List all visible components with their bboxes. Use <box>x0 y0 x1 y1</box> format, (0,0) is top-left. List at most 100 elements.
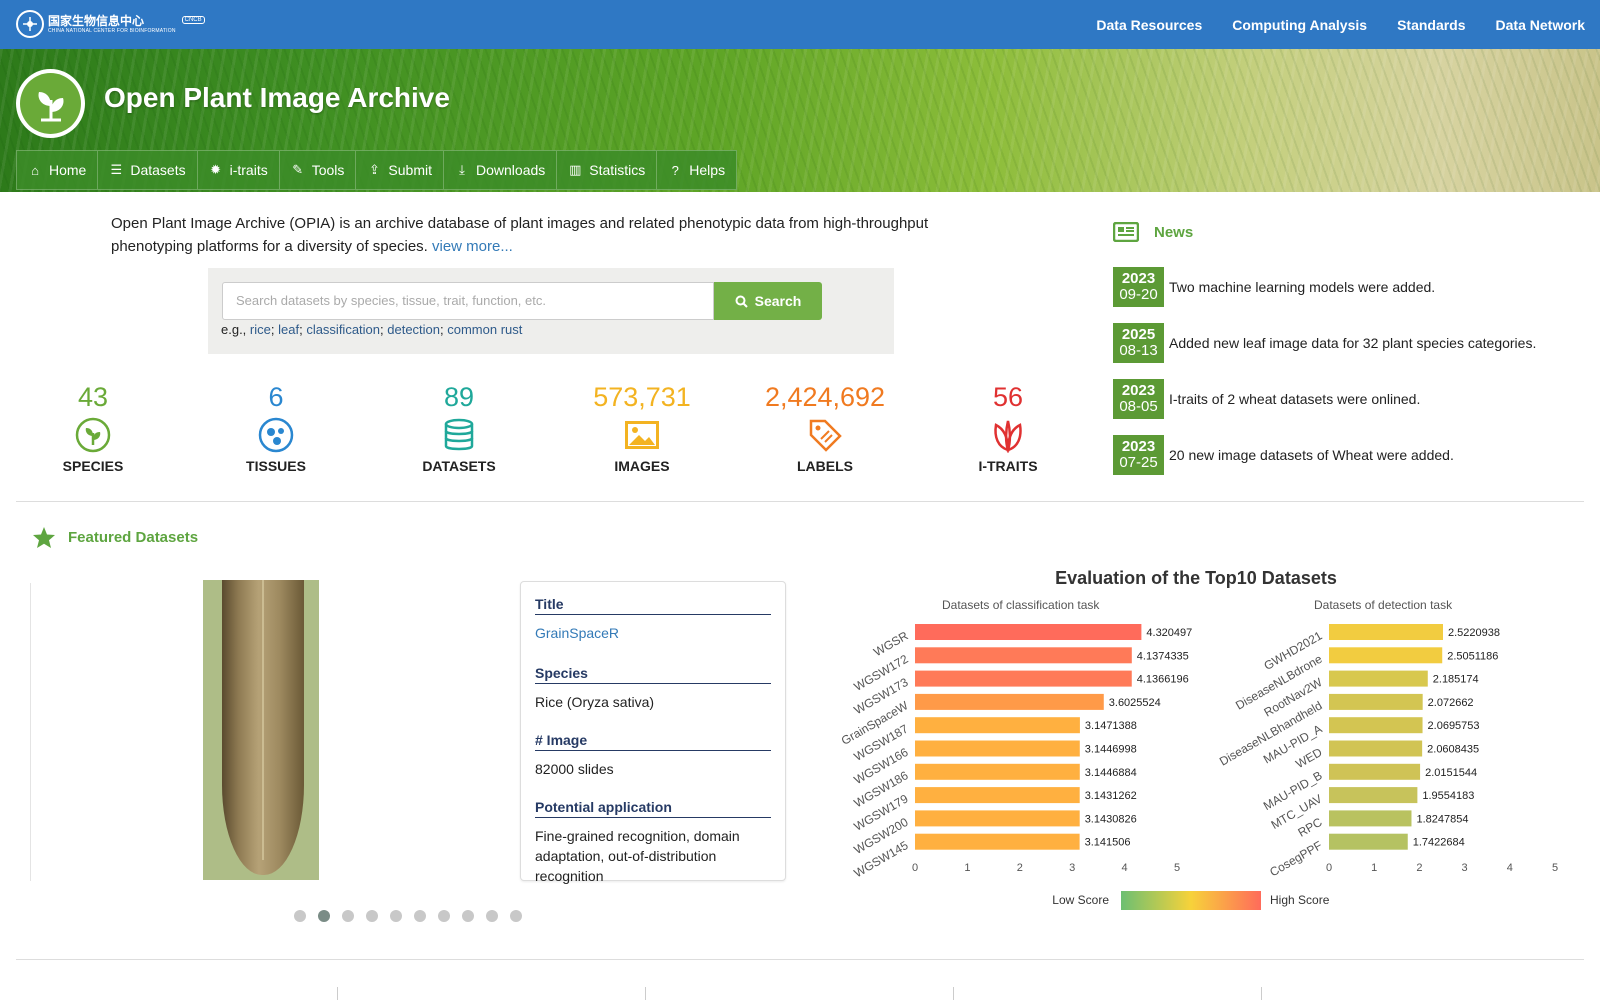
stat-datasets[interactable]: 89 DATASETS <box>389 380 529 474</box>
carousel-dot[interactable] <box>438 910 450 922</box>
classification-bar-value: 3.6025524 <box>1109 697 1161 709</box>
carousel-dot[interactable] <box>414 910 426 922</box>
menu-home[interactable]: ⌂ Home <box>17 151 99 189</box>
example-link[interactable]: leaf <box>278 322 300 337</box>
dataset-card: Title GrainSpaceR Species Rice (Oryza sa… <box>520 581 786 884</box>
stat-value: 56 <box>992 382 1024 412</box>
search-button[interactable]: Search <box>714 282 822 320</box>
menu-downloads[interactable]: ⤓ Downloads <box>444 151 558 189</box>
newspaper-icon <box>1113 222 1139 242</box>
plant-logo-icon <box>38 91 63 121</box>
nav-computing-analysis[interactable]: Computing Analysis <box>1232 16 1368 33</box>
cncb-logo[interactable]: 国家生物信息中心 CHINA NATIONAL CENTER FOR BIOIN… <box>16 10 205 38</box>
detection-bar <box>1329 763 1421 780</box>
menu-submit[interactable]: ⇪ Submit <box>356 151 444 189</box>
search-button-label: Search <box>754 293 802 309</box>
detection-bar <box>1329 670 1428 687</box>
stat-label: LABELS <box>797 458 853 474</box>
seedling-icon <box>75 417 111 453</box>
image-icon <box>625 421 659 449</box>
detection-x-tick: 3 <box>1462 862 1468 874</box>
detection-bar <box>1329 693 1423 710</box>
carousel-dot[interactable] <box>462 910 474 922</box>
classification-bar <box>915 787 1080 804</box>
classification-bar <box>915 740 1080 757</box>
stat-tissues[interactable]: 6 TISSUES <box>206 380 346 474</box>
detection-bar <box>1329 624 1443 640</box>
carousel-dot[interactable] <box>318 910 330 922</box>
news-year: 2023 <box>1121 270 1156 287</box>
menu-tools[interactable]: ✎ Tools <box>280 151 357 189</box>
detection-bar <box>1329 787 1418 804</box>
news-year: 2025 <box>1121 326 1156 343</box>
classification-bar <box>915 810 1080 827</box>
question-icon: ? <box>671 162 679 178</box>
stat-labels[interactable]: 2,424,692 LABELS <box>755 380 895 474</box>
news-item[interactable]: 2023 08-05 I-traits of 2 wheat datasets w… <box>1113 379 1583 419</box>
menu-datasets[interactable]: ☰ Datasets <box>98 151 198 189</box>
carousel-dot[interactable] <box>390 910 402 922</box>
search-icon <box>735 295 748 308</box>
list-icon: ☰ <box>110 162 123 177</box>
classification-bar <box>915 717 1080 734</box>
section-divider <box>16 959 1584 960</box>
examples-prefix: e.g., <box>221 322 247 337</box>
stat-images[interactable]: 573,731 IMAGES <box>572 380 712 474</box>
legend-low: Low Score <box>1052 893 1109 907</box>
stat-label: DATASETS <box>422 458 496 474</box>
news-item[interactable]: 2023 09-20 Two machine learning models we… <box>1113 267 1583 307</box>
classification-bar <box>915 624 1142 640</box>
example-link[interactable]: common rust <box>447 322 523 337</box>
menu-i-traits[interactable]: ✹ i-traits <box>198 151 280 189</box>
detection-category-label: DiseaseNLBdrone <box>1233 652 1325 713</box>
stat-i-traits[interactable]: 56 I-TRAITS <box>938 380 1078 474</box>
logo-subtext: CHINA NATIONAL CENTER FOR BIOINFORMATION <box>48 28 176 34</box>
detection-category-label: DiseaseNLBhandheld <box>1217 698 1325 768</box>
menu-statistics[interactable]: ▥ Statistics <box>557 151 658 189</box>
classification-x-tick: 5 <box>1174 862 1180 874</box>
home-icon: ⌂ <box>31 162 39 178</box>
section-divider <box>16 501 1584 502</box>
example-link[interactable]: rice <box>249 322 271 337</box>
menu-helps[interactable]: ? Helps <box>657 151 736 189</box>
news-text: Two machine learning models were added. <box>1169 279 1436 295</box>
classification-x-tick: 3 <box>1069 862 1075 874</box>
main-menu: ⌂ Home ☰ Datasets ✹ i-traits ✎ Tools ⇪ Submit… <box>16 150 738 190</box>
menu-label: Helps <box>689 162 726 178</box>
card-title-link[interactable]: GrainSpaceR <box>535 625 620 641</box>
nav-data-network[interactable]: Data Network <box>1495 16 1585 33</box>
stat-species[interactable]: 43 SPECIES <box>23 380 163 474</box>
example-link[interactable]: classification <box>306 322 381 337</box>
stat-value: 89 <box>443 382 475 412</box>
classification-category-label: WGSW173 <box>852 675 911 717</box>
chart-title: Evaluation of the Top10 Datasets <box>1055 568 1337 588</box>
carousel-dot[interactable] <box>510 910 522 922</box>
carousel-dot[interactable] <box>486 910 498 922</box>
detection-bar-value: 2.5051186 <box>1447 650 1498 662</box>
column-divider <box>1261 987 1262 1000</box>
example-link[interactable]: detection <box>387 322 441 337</box>
search-input[interactable]: Search datasets by species, tissue, trai… <box>222 282 714 320</box>
carousel-dot[interactable] <box>342 910 354 922</box>
news-monthday: 08-13 <box>1119 342 1158 359</box>
column-divider <box>953 987 954 1000</box>
view-more-link[interactable]: view more... <box>432 238 513 255</box>
carousel-dot[interactable] <box>366 910 378 922</box>
news-item[interactable]: 2023 07-25 20 new image datasets of Wheat… <box>1113 435 1583 475</box>
nav-standards[interactable]: Standards <box>1397 16 1466 33</box>
detection-category-label: MTC_UAV <box>1269 792 1325 832</box>
opia-logo[interactable] <box>16 69 85 138</box>
detection-x-tick: 2 <box>1416 862 1422 874</box>
stat-value: 2,424,692 <box>764 382 886 412</box>
news-item[interactable]: 2025 08-13 Added new leaf image data for … <box>1113 323 1583 363</box>
chart-subtitle-detection: Datasets of detection task <box>1314 598 1453 612</box>
menu-label: Statistics <box>589 162 646 178</box>
detection-category-label: CosegPPF <box>1267 838 1324 879</box>
leaves-icon <box>994 420 1022 453</box>
detection-bar-value: 2.0695753 <box>1428 720 1480 732</box>
legend-high: High Score <box>1270 893 1330 907</box>
classification-bar-value: 3.1430826 <box>1085 813 1137 825</box>
stat-label: SPECIES <box>62 458 124 474</box>
carousel-dot[interactable] <box>294 910 306 922</box>
nav-data-resources[interactable]: Data Resources <box>1096 16 1203 33</box>
